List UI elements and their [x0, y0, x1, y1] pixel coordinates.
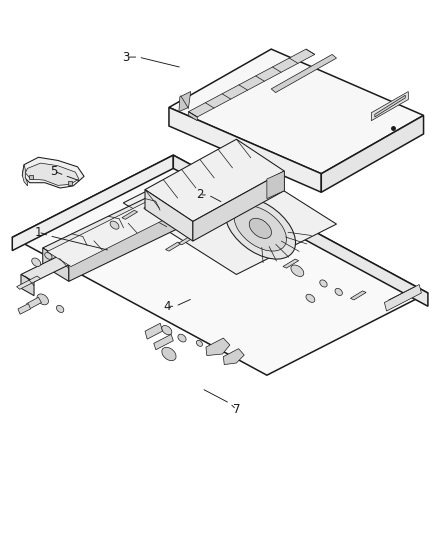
Polygon shape	[371, 92, 408, 120]
Text: 7: 7	[233, 403, 240, 416]
Ellipse shape	[162, 326, 172, 335]
Ellipse shape	[110, 221, 119, 229]
Polygon shape	[27, 297, 42, 309]
Ellipse shape	[291, 265, 304, 277]
Polygon shape	[271, 54, 336, 93]
Ellipse shape	[234, 206, 286, 251]
Polygon shape	[283, 259, 299, 268]
Polygon shape	[169, 108, 321, 192]
Polygon shape	[69, 193, 215, 281]
Polygon shape	[145, 190, 193, 241]
Ellipse shape	[181, 197, 218, 230]
Polygon shape	[18, 304, 31, 314]
Polygon shape	[206, 338, 230, 356]
Polygon shape	[12, 155, 173, 251]
Polygon shape	[145, 323, 162, 339]
Polygon shape	[25, 163, 79, 185]
Ellipse shape	[225, 198, 296, 259]
Polygon shape	[22, 165, 28, 186]
Polygon shape	[321, 115, 424, 192]
Text: 3: 3	[122, 51, 129, 63]
Polygon shape	[166, 242, 181, 251]
Polygon shape	[179, 92, 191, 112]
Polygon shape	[43, 248, 69, 281]
Polygon shape	[223, 349, 244, 365]
Text: 1: 1	[35, 225, 42, 239]
Polygon shape	[385, 285, 421, 311]
Ellipse shape	[196, 341, 202, 346]
Polygon shape	[123, 152, 336, 274]
Polygon shape	[21, 274, 34, 296]
Ellipse shape	[335, 288, 343, 295]
Text: 4: 4	[163, 300, 170, 313]
Polygon shape	[149, 193, 159, 206]
Ellipse shape	[306, 294, 315, 302]
Polygon shape	[154, 334, 173, 350]
Polygon shape	[173, 155, 428, 306]
Polygon shape	[17, 276, 41, 289]
Polygon shape	[22, 157, 84, 188]
Polygon shape	[193, 171, 284, 241]
Ellipse shape	[37, 294, 49, 305]
Polygon shape	[21, 203, 180, 282]
Ellipse shape	[188, 204, 211, 223]
Polygon shape	[122, 211, 138, 219]
Polygon shape	[47, 182, 210, 266]
Text: 2: 2	[196, 189, 203, 201]
Ellipse shape	[32, 258, 41, 266]
Polygon shape	[169, 49, 424, 174]
Polygon shape	[179, 236, 194, 245]
Ellipse shape	[178, 334, 186, 342]
Text: 5: 5	[50, 165, 57, 177]
Ellipse shape	[45, 253, 52, 259]
Ellipse shape	[57, 305, 64, 312]
Polygon shape	[350, 291, 366, 300]
Polygon shape	[188, 49, 315, 117]
Polygon shape	[144, 201, 159, 210]
Polygon shape	[267, 171, 284, 199]
Polygon shape	[188, 112, 197, 120]
Ellipse shape	[320, 280, 327, 287]
Polygon shape	[133, 201, 143, 214]
Ellipse shape	[249, 219, 272, 238]
Ellipse shape	[162, 348, 176, 361]
Polygon shape	[12, 155, 428, 375]
Polygon shape	[145, 139, 284, 221]
Polygon shape	[43, 177, 215, 264]
Polygon shape	[375, 95, 405, 117]
